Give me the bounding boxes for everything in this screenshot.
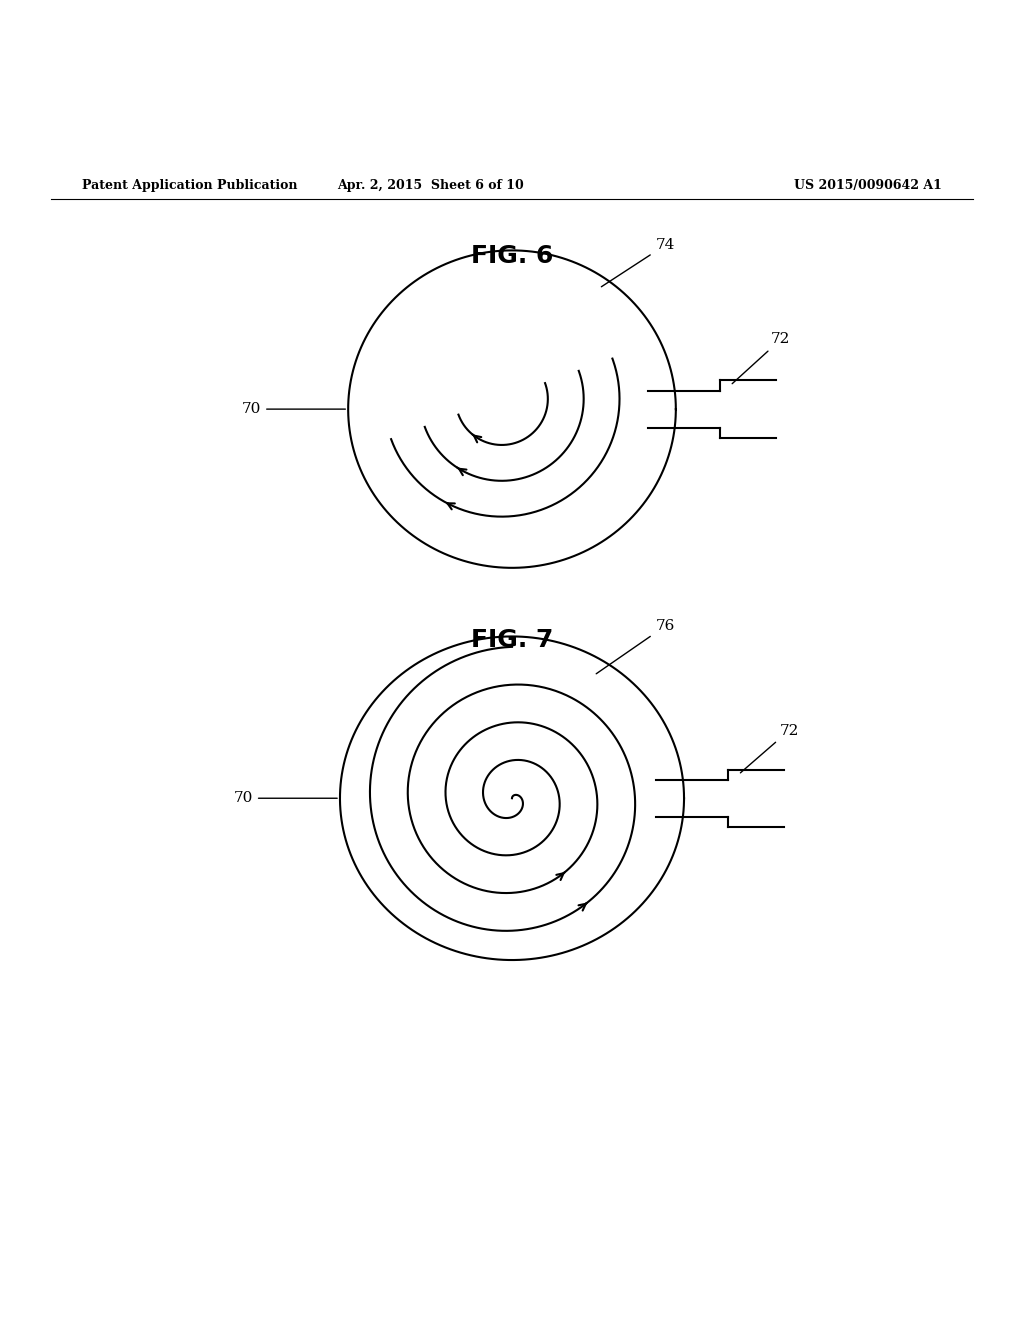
Text: US 2015/0090642 A1: US 2015/0090642 A1 bbox=[795, 180, 942, 193]
Text: Patent Application Publication: Patent Application Publication bbox=[82, 180, 297, 193]
Text: 72: 72 bbox=[732, 333, 791, 384]
Text: 74: 74 bbox=[601, 239, 675, 286]
Text: FIG. 7: FIG. 7 bbox=[471, 627, 553, 652]
Text: Apr. 2, 2015  Sheet 6 of 10: Apr. 2, 2015 Sheet 6 of 10 bbox=[337, 180, 523, 193]
Text: 70: 70 bbox=[242, 403, 345, 416]
Text: 70: 70 bbox=[233, 791, 337, 805]
Text: FIG. 6: FIG. 6 bbox=[471, 243, 553, 268]
Text: 72: 72 bbox=[740, 723, 799, 774]
Text: 76: 76 bbox=[596, 619, 675, 673]
